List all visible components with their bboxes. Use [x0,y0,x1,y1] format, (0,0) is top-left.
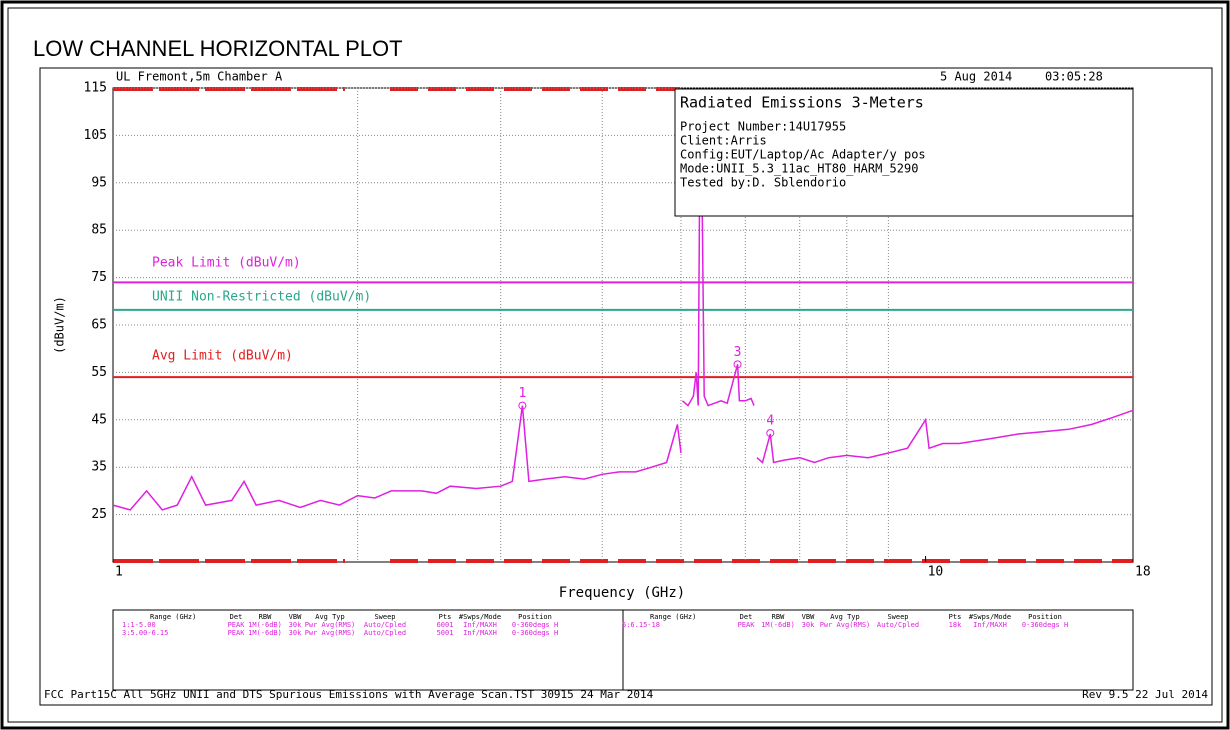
table-header: Range (GHz) [650,613,696,621]
table-cell: PEAK [228,621,246,629]
table-cell: Auto/Cpled [877,621,919,629]
y-tick-label: 115 [84,81,107,96]
info-line: Client:Arris [680,134,767,148]
x-tick-label: 10 [928,565,944,580]
y-tick-label: 35 [91,460,107,475]
limit-label: Peak Limit (dBuV/m) [152,256,301,271]
sweep-indicators [113,87,1133,563]
table-cell: Auto/Cpled [364,629,406,637]
table-header: RBW [772,613,785,621]
chart-title: LOW CHANNEL HORIZONTAL PLOT [33,36,403,61]
table-cell: PEAK [228,629,246,637]
header-left: UL Fremont,5m Chamber A [116,70,283,84]
marker-label: 3 [734,345,742,360]
plot-frame [39,67,1213,706]
table-header: #Swps/Mode [969,613,1011,621]
y-tick-label: 95 [91,175,107,190]
trace [112,182,1134,511]
info-line: Tested by:D. Sblendorio [680,176,846,190]
table-cell: Pwr Avg(RMS) [305,629,356,637]
table-cell: 6001 [437,621,454,629]
y-tick-label: 25 [91,507,107,522]
info-line: Config:EUT/Laptop/Ac Adapter/y pos [680,148,926,162]
table-cell: 1M(-6dB) [248,629,282,637]
table-cell: 1M(-6dB) [248,621,282,629]
table-cell: Inf/MAXH [463,621,497,629]
y-tick-label: 105 [84,128,107,143]
table-header: Sweep [374,613,395,621]
table-cell: 30k [802,621,815,629]
info-line: Mode:UNII_5.3_11ac_HT80_HARM_5290 [680,162,918,176]
y-tick-label: 75 [91,270,107,285]
table-header: Sweep [887,613,908,621]
y-tick-label: 55 [91,365,107,380]
table-cell: 18k [949,621,962,629]
footer-left: FCC Part15C All 5GHz UNII and DTS Spurio… [44,688,654,701]
y-tick-label: 45 [91,412,107,427]
header-date: 5 Aug 2014 [940,70,1012,84]
info-title: Radiated Emissions 3-Meters [680,94,924,112]
table-cell: 1:1-5.00 [122,621,156,629]
limit-label: Avg Limit (dBuV/m) [152,349,293,364]
marker [766,429,775,438]
table-cell: 30k [289,621,302,629]
y-tick-label: 85 [91,223,107,238]
table-cell: 30k [289,629,302,637]
table-cell: PEAK [738,621,756,629]
table-cell: 5:6.15-18 [622,621,660,629]
table-cell: 0-360degs H [1022,621,1068,629]
info-line: Project Number:14U17955 [680,120,846,134]
table-header: Avg Typ [315,613,345,621]
table-header: Avg Typ [830,613,860,621]
table-header: Range (GHz) [150,613,196,621]
table-header: #Swps/Mode [459,613,501,621]
x-axis-label: Frequency (GHz) [559,585,685,601]
table-header: Pts [949,613,962,621]
y-axis-label: (dBuV/m) [53,296,67,354]
table-header: Det [740,613,753,621]
table-cell: Inf/MAXH [973,621,1007,629]
info-box [674,88,1134,217]
table-header: Position [1028,613,1062,621]
table-cell: Inf/MAXH [463,629,497,637]
marker [733,360,742,369]
inner-border [7,7,1223,723]
y-tick-label: 65 [91,318,107,333]
table-cell: 3:5.00-6.15 [122,629,168,637]
table-header: RBW [259,613,272,621]
footer-right: Rev 9.5 22 Jul 2014 [1082,688,1208,701]
x-tick-label: 18 [1135,565,1151,580]
table-header: VBW [802,613,815,621]
table-cell: 1M(-6dB) [761,621,795,629]
limit-label: UNII Non-Restricted (dBuV/m) [152,290,371,305]
table-cell: 5001 [437,629,454,637]
header-time: 03:05:28 [1045,70,1103,84]
table-cell: 0-360degs H [512,629,558,637]
x-tick-label: 1 [115,565,123,580]
marker-label: 1 [518,386,526,401]
table-cell: Auto/Cpled [364,621,406,629]
marker [518,401,527,410]
table-cell: 0-360degs H [512,621,558,629]
marker-label: 4 [766,414,774,429]
table-cell: Pwr Avg(RMS) [820,621,871,629]
table-header: Det [230,613,243,621]
table-header: VBW [289,613,302,621]
table-header: Position [518,613,552,621]
table-header: Pts [439,613,452,621]
table-cell: Pwr Avg(RMS) [305,621,356,629]
